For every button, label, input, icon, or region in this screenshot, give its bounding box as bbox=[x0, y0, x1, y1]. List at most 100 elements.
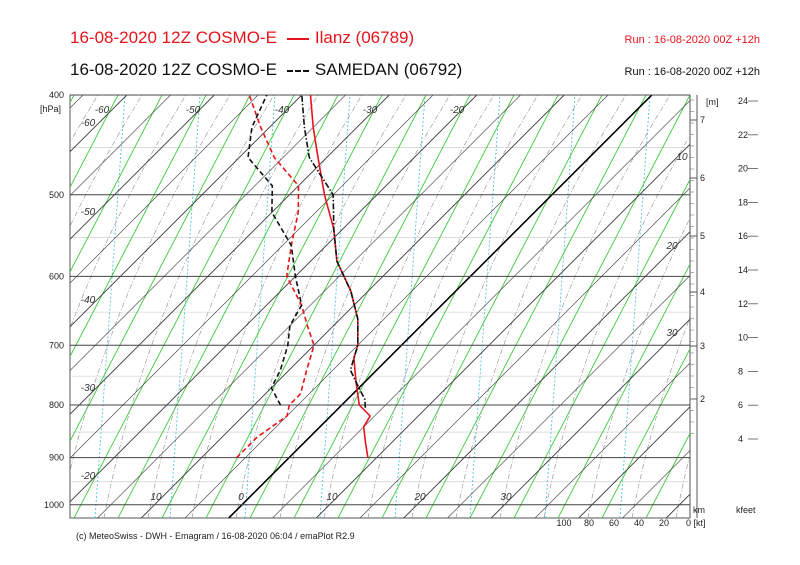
kfeet-tick-label: 14 bbox=[738, 265, 748, 275]
moist-adiabat-line bbox=[720, 95, 800, 518]
kfeet-tick-label: 16 bbox=[738, 231, 748, 241]
isotherm-line bbox=[447, 275, 690, 518]
dry-adiabat-line bbox=[469, 95, 690, 518]
isotherm-line bbox=[578, 406, 690, 518]
moist-adiabat-line bbox=[147, 95, 319, 518]
dry-adiabat-line bbox=[337, 95, 559, 518]
wind-scale-label: 60 bbox=[609, 518, 619, 528]
dry-adiabat-line bbox=[205, 95, 427, 518]
moist-adiabat-line bbox=[764, 95, 800, 518]
isotherm-line bbox=[272, 100, 690, 518]
isotherm-line bbox=[403, 231, 690, 518]
km-unit: km bbox=[693, 505, 705, 515]
isotherm-line bbox=[315, 143, 690, 518]
dry-adiabat-line bbox=[117, 95, 339, 518]
kfeet-tick-label: 8 bbox=[738, 366, 743, 376]
km-tick-label: 4 bbox=[700, 287, 705, 297]
dry-adiabat-line bbox=[557, 263, 690, 518]
isotherm-label: 30 bbox=[500, 492, 512, 503]
km-tick-label: 2 bbox=[700, 394, 705, 404]
moist-adiabat-line bbox=[235, 95, 407, 518]
isotherm-label: -60 bbox=[95, 105, 110, 116]
kfeet-tick-label: 12 bbox=[738, 299, 748, 309]
mixing-ratio-line bbox=[169, 95, 201, 518]
moist-adiabat-line bbox=[367, 95, 539, 518]
y-tick-label: 900 bbox=[49, 453, 64, 463]
km-tick-label: 5 bbox=[700, 231, 705, 241]
legend-solid-line-icon bbox=[286, 37, 309, 40]
isotherm-line bbox=[184, 95, 609, 518]
station-samedan: SAMEDAN (06792) bbox=[314, 60, 463, 79]
isotherm-line bbox=[70, 95, 171, 196]
kfeet-tick-label: 22 bbox=[738, 130, 748, 140]
moist-adiabat-line bbox=[587, 217, 690, 518]
y-tick-label: 800 bbox=[49, 400, 64, 410]
station-ilanz: Ilanz (06789) bbox=[314, 28, 415, 47]
kfeet-tick-label: 24 bbox=[738, 96, 748, 106]
isotherm-label: 10 bbox=[150, 492, 162, 503]
kfeet-tick-label: 20 bbox=[738, 164, 748, 174]
kfeet-tick-label: 18 bbox=[738, 197, 748, 207]
wind-scale-label: 40 bbox=[634, 518, 644, 528]
kfeet-tick-label: 10 bbox=[738, 333, 748, 343]
isotherm-line bbox=[70, 95, 303, 328]
moist-adiabat-line bbox=[499, 95, 671, 518]
isotherm-line bbox=[140, 95, 565, 518]
isotherm-label: 10 bbox=[326, 492, 338, 503]
km-tick-label: 6 bbox=[700, 173, 705, 183]
wind-scale-label: 0 [kt] bbox=[686, 518, 706, 528]
isotherm-label: -50 bbox=[186, 105, 201, 116]
mixing-ratio-line bbox=[619, 95, 651, 518]
mixing-ratio-line bbox=[394, 95, 426, 518]
dry-adiabat-line bbox=[161, 95, 383, 518]
isotherm-label: -20 bbox=[81, 471, 96, 482]
isotherm-label: -40 bbox=[81, 295, 96, 306]
footer-credit: (c) MeteoSwiss - DWH - Emagram / 16-08-2… bbox=[76, 531, 355, 541]
moist-adiabat-line bbox=[0, 95, 54, 518]
isotherm-line bbox=[534, 362, 690, 518]
dry-adiabat-line bbox=[70, 95, 207, 358]
moist-adiabat-line bbox=[70, 95, 231, 473]
dry-adiabat-line bbox=[70, 95, 251, 443]
kfeet-unit: kfeet bbox=[736, 505, 756, 515]
isotherm-line bbox=[0, 95, 39, 518]
mixing-ratio-line bbox=[244, 95, 276, 518]
title-samedan: 16-08-2020 12Z COSMO-E SAMEDAN (06792) bbox=[70, 60, 462, 80]
dry-adiabat-line bbox=[249, 95, 471, 518]
isotherm-label: -20 bbox=[450, 105, 465, 116]
isotherm-label: 30 bbox=[666, 328, 678, 339]
isotherm-label: 0 bbox=[238, 492, 244, 503]
isotherm-line bbox=[70, 95, 259, 284]
dry-adiabat-line bbox=[601, 347, 690, 518]
moist-adiabat-line bbox=[455, 95, 627, 518]
wind-scale-label: 20 bbox=[659, 518, 669, 528]
kfeet-tick-label: 4 bbox=[738, 434, 743, 444]
moist-adiabat-line bbox=[323, 95, 495, 518]
title-ilanz-text: 16-08-2020 12Z COSMO-E bbox=[70, 28, 277, 47]
isotherm-label: -60 bbox=[81, 118, 96, 129]
isotherm-label: -30 bbox=[81, 383, 96, 394]
y-tick-label: 600 bbox=[49, 271, 64, 281]
isotherm-line bbox=[359, 187, 690, 518]
title-ilanz: 16-08-2020 12Z COSMO-E Ilanz (06789) bbox=[70, 28, 414, 48]
title-samedan-text: 16-08-2020 12Z COSMO-E bbox=[70, 60, 277, 79]
isotherm-label: -50 bbox=[81, 207, 96, 218]
wind-scale-label: 80 bbox=[584, 518, 594, 528]
isotherm-label: 20 bbox=[665, 241, 678, 252]
dry-adiabat-line bbox=[293, 95, 515, 518]
moist-adiabat-line bbox=[543, 134, 690, 518]
dry-adiabat-line bbox=[513, 178, 690, 518]
run-info-samedan: Run : 16-08-2020 00Z +12h bbox=[624, 66, 760, 78]
y-tick-label: 500 bbox=[49, 190, 64, 200]
dry-adiabat-line bbox=[425, 95, 647, 518]
profile-line-4 bbox=[247, 95, 303, 406]
moist-adiabat-line bbox=[70, 95, 143, 228]
mixing-ratio-line bbox=[544, 95, 576, 518]
km-axis-unit: [m] bbox=[706, 97, 719, 107]
kfeet-tick-label: 6 bbox=[738, 400, 743, 410]
isotherm-line bbox=[70, 95, 478, 503]
plot-area bbox=[69, 94, 691, 519]
dry-adiabat-line bbox=[381, 95, 603, 518]
wind-scale-label: 100 bbox=[556, 518, 571, 528]
